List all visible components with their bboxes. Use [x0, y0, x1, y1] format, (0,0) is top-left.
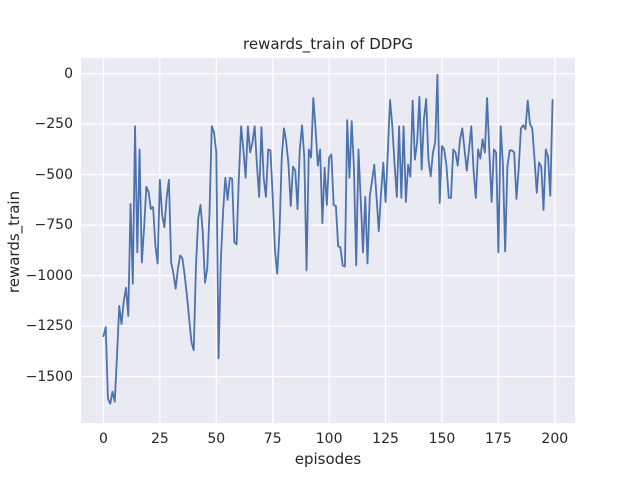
y-tick-label: 0	[64, 65, 73, 82]
x-tick-label: 75	[263, 431, 282, 447]
chart-title: rewards_train of DDPG	[243, 35, 413, 53]
x-tick-label: 200	[541, 431, 569, 447]
x-tick-label: 0	[98, 431, 108, 447]
y-tick-label: −1000	[25, 267, 73, 284]
y-tick-label: −750	[34, 217, 73, 234]
x-tick-label: 50	[207, 431, 226, 447]
x-tick-label: 150	[428, 431, 456, 447]
x-tick-label: 175	[485, 431, 512, 447]
y-tick-label: −500	[34, 166, 73, 183]
x-axis-label: episodes	[294, 450, 362, 468]
y-tick-label: −250	[34, 116, 73, 133]
x-tick-label: 25	[150, 431, 169, 447]
x-tick-label: 125	[372, 431, 399, 447]
y-tick-label: −1250	[25, 318, 73, 335]
reward-line-series	[102, 73, 554, 405]
y-tick-label: −1500	[25, 368, 73, 385]
axes-background	[81, 58, 575, 423]
x-tick-label: 100	[315, 431, 343, 447]
